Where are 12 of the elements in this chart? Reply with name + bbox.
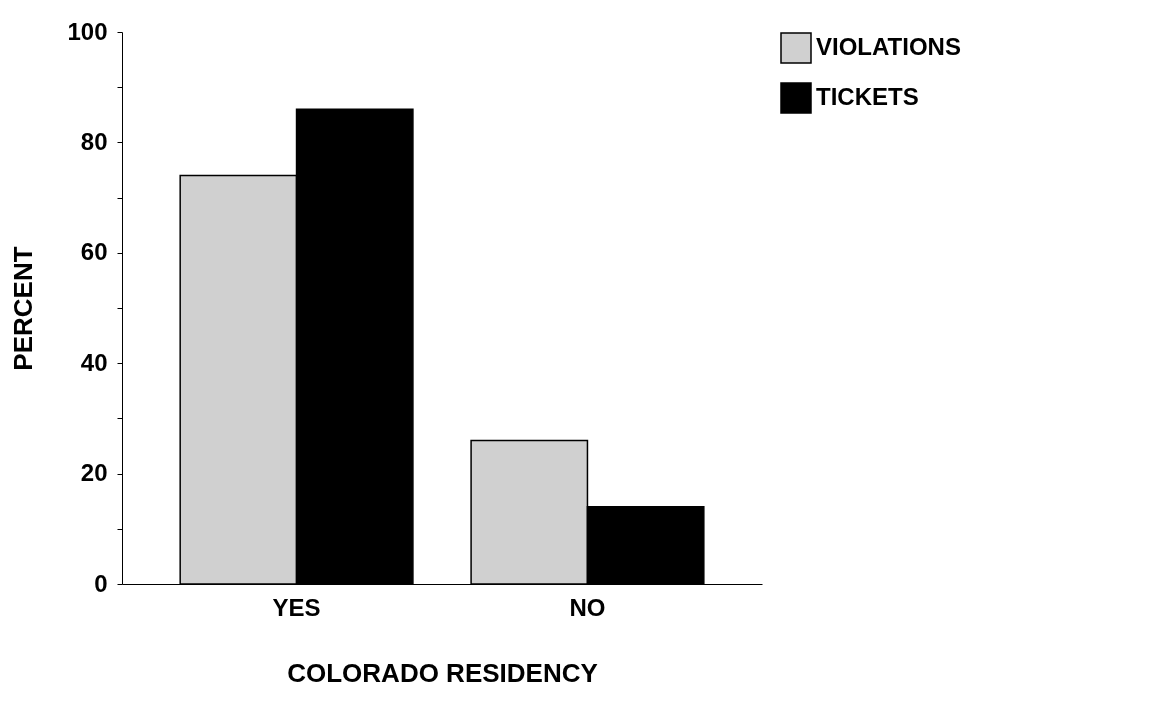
- y-tick-label: 40: [80, 348, 108, 376]
- x-tick-label: YES: [272, 593, 321, 621]
- x-axis-title: COLORADO RESIDENCY: [287, 657, 598, 688]
- y-tick-label: 20: [80, 459, 108, 487]
- legend-label: VIOLATIONS: [816, 33, 961, 60]
- y-tick-label: 60: [80, 238, 108, 266]
- y-tick-label: 80: [80, 127, 108, 155]
- y-axis-title: PERCENT: [8, 246, 39, 371]
- x-tick-label: NO: [569, 593, 606, 621]
- legend-label: TICKETS: [816, 83, 919, 110]
- y-tick-label: 0: [94, 569, 108, 597]
- y-tick-label: 100: [67, 17, 108, 45]
